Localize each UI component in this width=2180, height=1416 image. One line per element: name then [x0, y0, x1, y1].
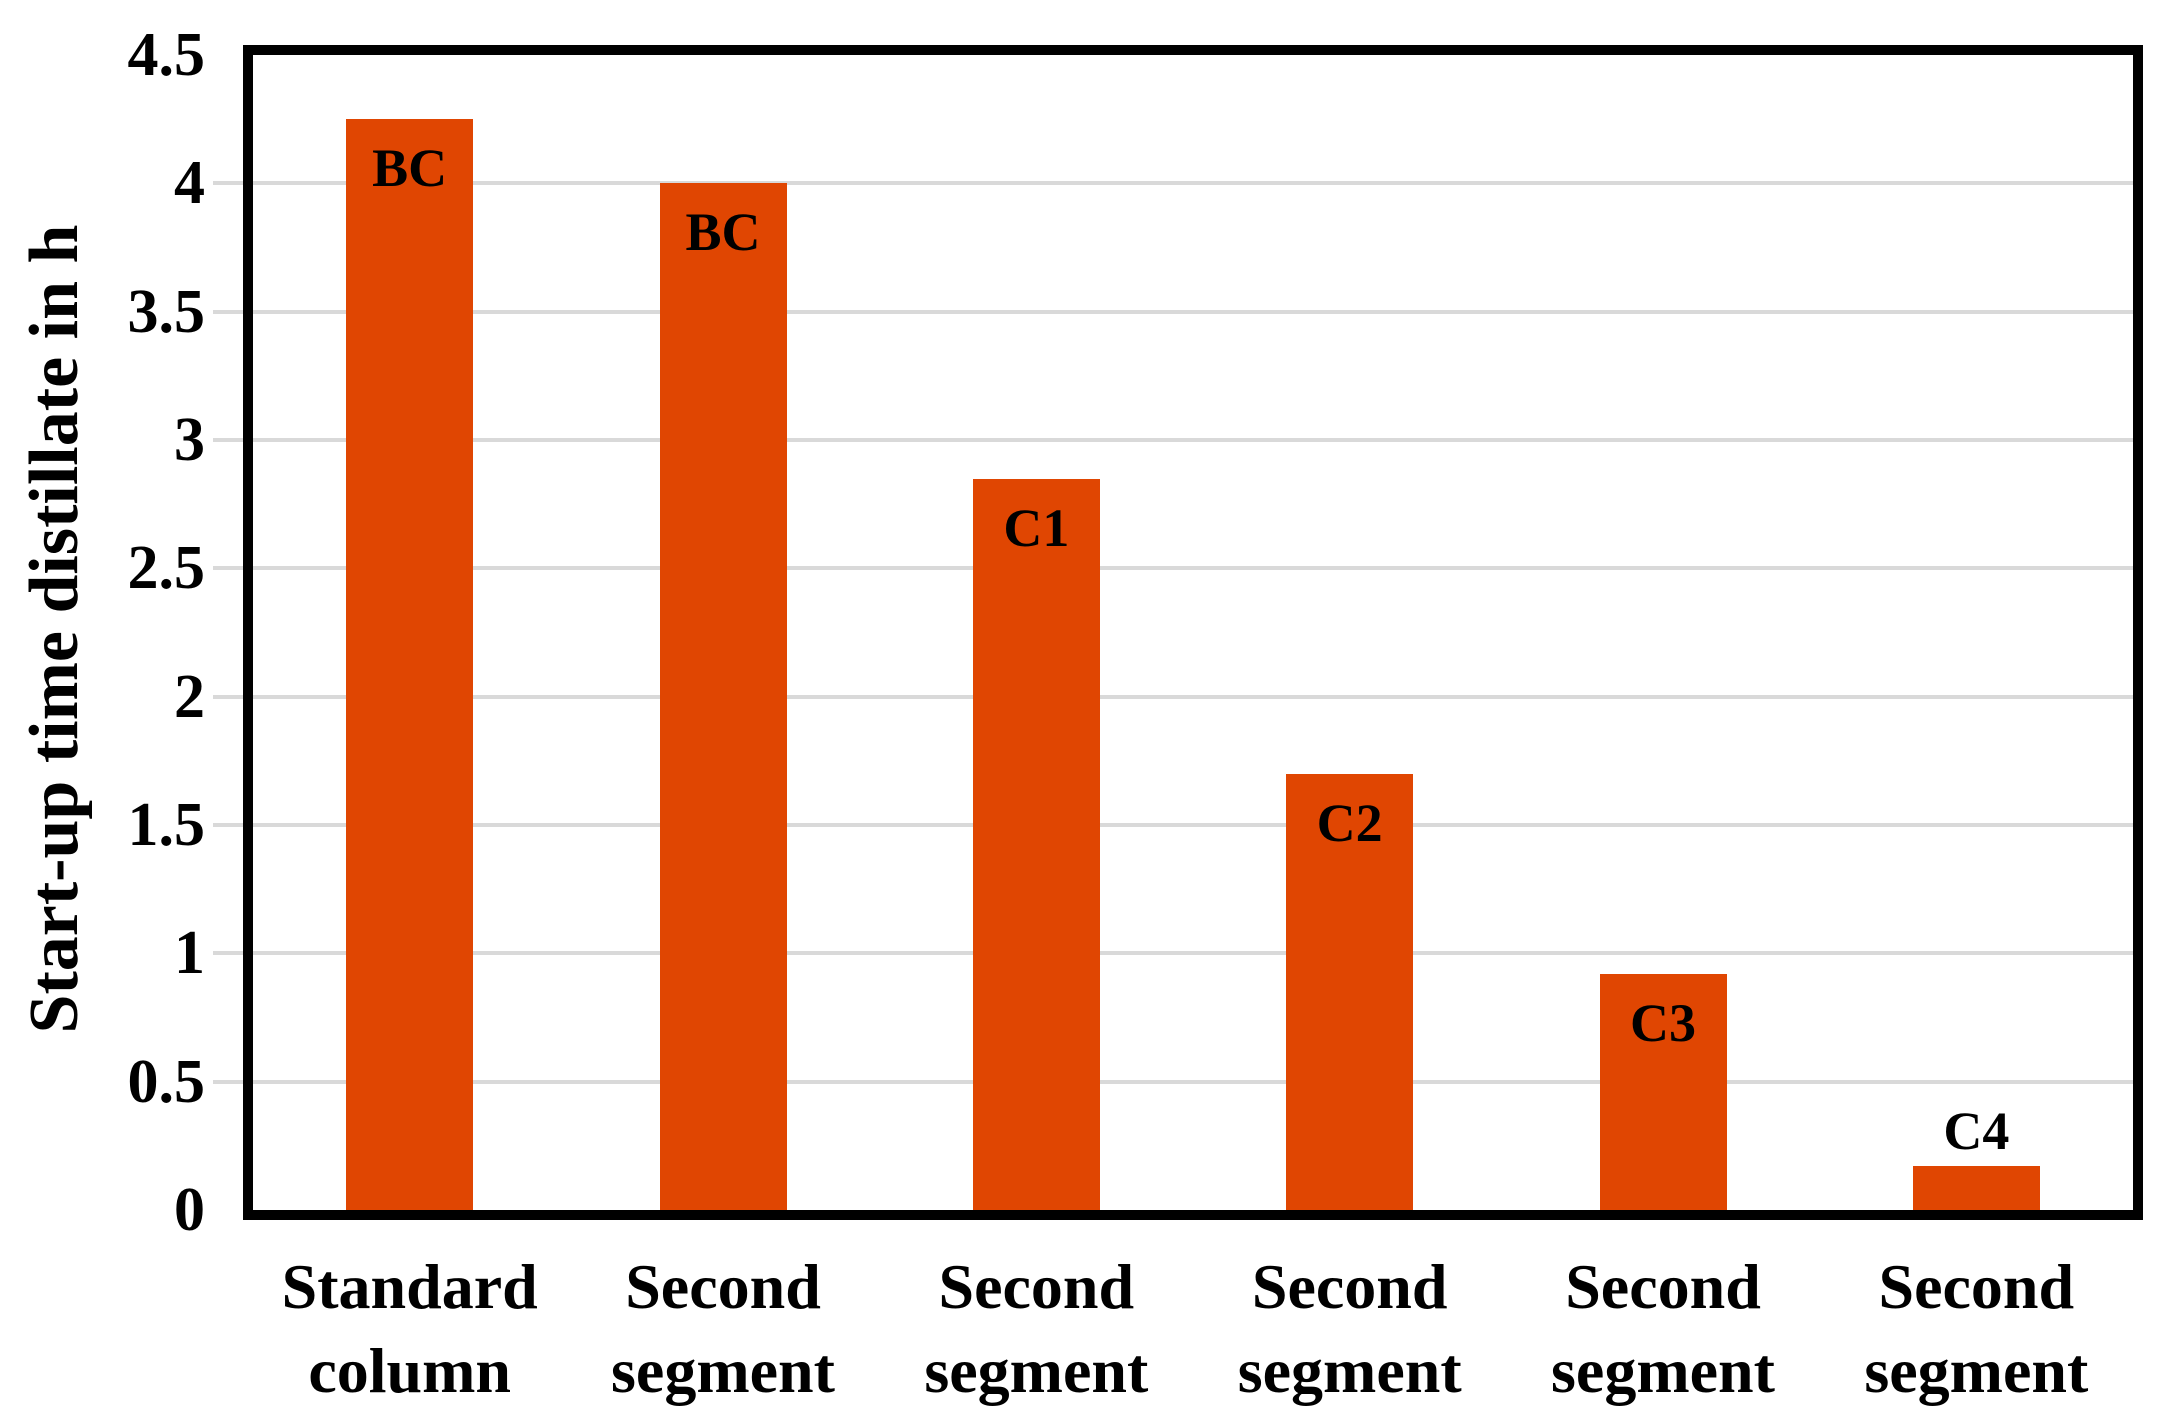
- y-tick-label: 0: [174, 1176, 205, 1244]
- bar-bc-0: BC: [346, 119, 474, 1210]
- x-category-line2: segment: [1864, 1335, 2089, 1406]
- x-category-line1: Standard: [281, 1251, 538, 1322]
- y-tick-label: 2: [174, 662, 205, 731]
- x-category-label: Second segment: [1193, 1245, 1506, 1413]
- gridline: [253, 823, 2133, 827]
- bar-label: BC: [685, 202, 761, 263]
- gridline: [253, 181, 2133, 186]
- y-tick-stub: [213, 309, 243, 314]
- x-category-label: Second segment: [1506, 1245, 1819, 1413]
- x-category-line2: segment: [1237, 1335, 1462, 1406]
- y-tick-label: 1: [174, 919, 205, 988]
- y-tick-label: 3.5: [127, 277, 206, 346]
- x-category-label: Second segment: [880, 1245, 1193, 1413]
- x-category-line2: column: [308, 1335, 511, 1406]
- y-tick-stub: [213, 438, 243, 442]
- bar-label: C3: [1630, 992, 1696, 1053]
- x-category-line2: segment: [1551, 1335, 1775, 1406]
- y-tick-label: 2.5: [127, 534, 206, 603]
- bar-label: BC: [372, 138, 448, 199]
- x-category-line1: Second: [1251, 1251, 1448, 1322]
- gridline: [253, 566, 2133, 571]
- gridline: [253, 438, 2133, 442]
- y-tick-stub: [213, 694, 243, 699]
- bar-c1-2: C1: [972, 478, 1100, 1210]
- x-category-label: Second segment: [566, 1245, 879, 1413]
- bar-c2-3: C2: [1286, 773, 1414, 1210]
- y-tick-stub: [213, 823, 243, 827]
- bar-c4-5: C4: [1912, 1104, 2040, 1210]
- y-tick-stub: [213, 1079, 243, 1084]
- y-tick-stub: [213, 951, 243, 956]
- x-category-line2: segment: [924, 1335, 1149, 1406]
- x-category-label: Second segment: [1820, 1245, 2133, 1413]
- x-category-label: Standard column: [253, 1245, 566, 1413]
- bar-c3-4: C3: [1599, 973, 1727, 1210]
- y-tick-label: 3: [174, 406, 205, 474]
- gridline: [253, 309, 2133, 314]
- bar-label: C1: [1003, 497, 1070, 558]
- bar-label: C4: [1943, 1101, 2010, 1162]
- gridline: [253, 951, 2133, 956]
- gridline: [253, 1079, 2133, 1084]
- y-tick-label: 1.5: [127, 791, 206, 859]
- x-category-line1: Second: [1878, 1251, 2075, 1322]
- bar-label: C2: [1316, 792, 1383, 853]
- gridline: [253, 694, 2133, 699]
- y-tick-stub: [213, 181, 243, 186]
- y-tick-stub: [213, 566, 243, 571]
- bar-bc-1: BC: [659, 183, 787, 1210]
- x-category-line1: Second: [625, 1251, 821, 1322]
- x-category-line2: segment: [611, 1335, 835, 1406]
- x-category-line1: Second: [938, 1251, 1135, 1322]
- plot-area: BC BC C1 C2 C3 C4: [243, 45, 2143, 1220]
- y-tick-label: 0.5: [127, 1047, 206, 1116]
- y-tick-label: 4.5: [127, 21, 206, 89]
- y-tick-label: 4: [174, 149, 205, 218]
- x-category-line1: Second: [1565, 1251, 1761, 1322]
